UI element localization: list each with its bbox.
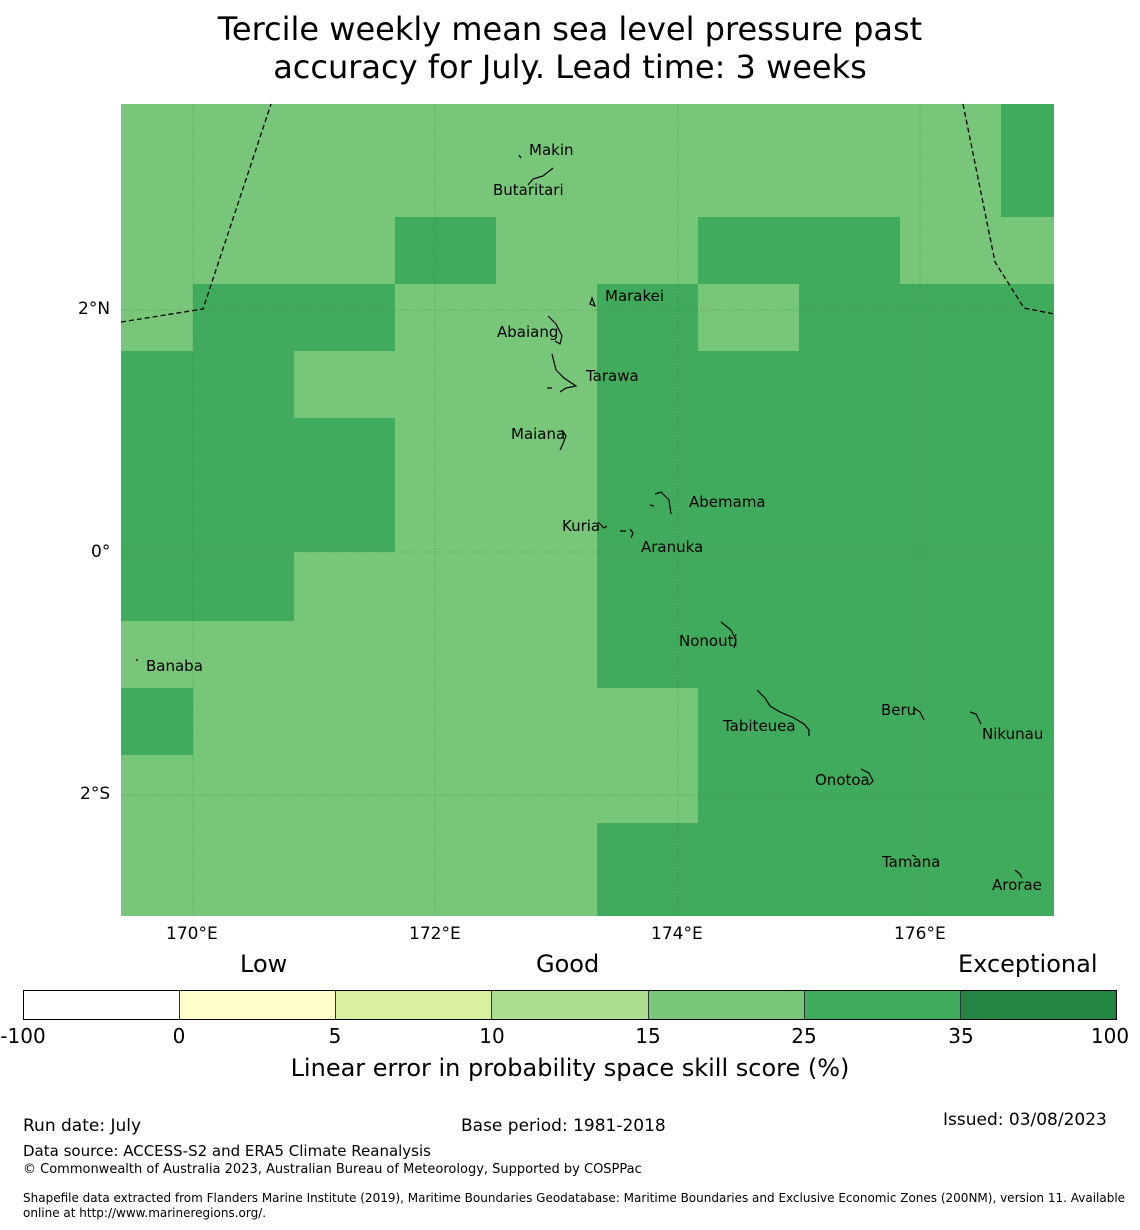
title-line-2: accuracy for July. Lead time: 3 weeks xyxy=(273,48,867,86)
colorbar-segment xyxy=(336,991,493,1019)
island-marakei-shape xyxy=(589,296,597,308)
island-makin-shape xyxy=(518,154,522,159)
colorbar-segment xyxy=(648,991,805,1019)
base-period: Base period: 1981-2018 xyxy=(461,1116,666,1136)
island-tarawa-shape xyxy=(547,353,578,393)
lon-tick-174e: 174°E xyxy=(651,924,703,944)
skill-cell xyxy=(121,351,294,418)
skill-cell xyxy=(597,351,1054,418)
island-label-tarawa: Tarawa xyxy=(585,367,639,385)
island-label-marakei: Marakei xyxy=(605,287,664,305)
island-label-nikunau: Nikunau xyxy=(982,725,1043,743)
island-tamana-shape xyxy=(911,854,917,858)
island-abemama-shape xyxy=(649,491,672,515)
skill-cell xyxy=(597,823,1054,916)
lon-tick-172e: 172°E xyxy=(409,924,461,944)
skill-cell xyxy=(597,418,1054,688)
island-label-abemama: Abemama xyxy=(689,493,766,511)
colorbar-segment xyxy=(492,991,649,1019)
island-label-makin: Makin xyxy=(529,141,574,159)
island-arorae-shape xyxy=(1014,869,1023,879)
colorbar-segment xyxy=(960,991,1116,1019)
copyright: © Commonwealth of Australia 2023, Austra… xyxy=(23,1162,642,1177)
data-source: Data source: ACCESS-S2 and ERA5 Climate … xyxy=(23,1142,431,1160)
colorbar-tick: 5 xyxy=(328,1024,342,1048)
island-nikunau-shape xyxy=(969,711,982,725)
colorbar-tick: 35 xyxy=(948,1024,974,1048)
run-date: Run date: July xyxy=(23,1116,142,1136)
skill-cell xyxy=(395,217,496,284)
map-title: Tercile weekly mean sea level pressure p… xyxy=(0,10,1140,86)
island-label-kuria: Kuria xyxy=(562,517,600,535)
island-label-tamana: Tamana xyxy=(881,853,940,871)
colorbar-tick: 0 xyxy=(172,1024,186,1048)
skill-cell xyxy=(121,552,294,621)
eez-boundaries xyxy=(120,103,1055,323)
colorbar-tick: 15 xyxy=(635,1024,661,1048)
island-outlines xyxy=(136,154,1023,879)
island-kuria-shape xyxy=(597,521,608,529)
issued-date: Issued: 03/08/2023 xyxy=(943,1110,1107,1130)
island-label-beru: Beru xyxy=(881,701,916,719)
island-label-banaba: Banaba xyxy=(146,657,203,675)
island-onotoa-shape xyxy=(860,768,874,786)
graticule xyxy=(121,104,1054,916)
category-exceptional: Exceptional xyxy=(958,950,1098,978)
island-aranuka-shape xyxy=(620,528,634,539)
skill-cell xyxy=(698,217,900,284)
island-butaritari-shape xyxy=(527,167,554,186)
eez-boundary-east xyxy=(962,103,1055,315)
island-label-nonouti: Nonouti xyxy=(679,632,738,650)
lat-tick-0: 0° xyxy=(91,542,111,562)
skill-cell xyxy=(799,284,1054,351)
island-label-onotoa: Onotoa xyxy=(815,771,870,789)
island-label-aranuka: Aranuka xyxy=(641,538,703,556)
island-tabiteuea-shape xyxy=(756,689,810,736)
island-beru-shape xyxy=(913,707,925,721)
island-nonouti-shape xyxy=(720,621,737,649)
lat-tick-2s: 2°S xyxy=(80,784,111,804)
colorbar-segment xyxy=(180,991,337,1019)
shapefile-credit: Shapefile data extracted from Flanders M… xyxy=(23,1191,1126,1220)
skill-cell xyxy=(597,284,698,351)
skill-cell xyxy=(121,688,193,755)
lon-tick-170e: 170°E xyxy=(166,924,218,944)
skill-cell xyxy=(121,418,395,552)
eez-boundary-west xyxy=(120,103,272,323)
category-low: Low xyxy=(240,950,288,978)
lat-tick-2n: 2°N xyxy=(78,299,111,319)
colorbar-tick: 25 xyxy=(791,1024,817,1048)
island-label-arorae: Arorae xyxy=(992,876,1042,894)
skill-cell xyxy=(698,688,1054,823)
lon-tick-176e: 176°E xyxy=(894,924,946,944)
island-label-abaiang: Abaiang xyxy=(497,323,558,341)
colorbar-segment xyxy=(804,991,961,1019)
colorbar-tick: -100 xyxy=(0,1024,46,1048)
island-maiana-shape xyxy=(559,429,567,451)
title-line-1: Tercile weekly mean sea level pressure p… xyxy=(217,10,923,48)
island-label-maiana: Maiana xyxy=(511,425,565,443)
island-label-butaritari: Butaritari xyxy=(493,181,564,199)
skill-cell xyxy=(193,284,395,351)
category-good: Good xyxy=(536,950,600,978)
skill-grid xyxy=(121,104,1054,916)
colorbar-tick: 10 xyxy=(479,1024,505,1048)
colorbar-label: Linear error in probability space skill … xyxy=(290,1054,850,1082)
island-abaiang-shape xyxy=(547,315,563,345)
skill-cell xyxy=(1001,104,1054,217)
skill-map: Makin Butaritari Marakei Abaiang Tarawa … xyxy=(120,103,1055,916)
island-label-tabiteuea: Tabiteuea xyxy=(722,717,796,735)
island-labels: Makin Butaritari Marakei Abaiang Tarawa … xyxy=(146,141,1043,894)
colorbar-segment xyxy=(24,991,181,1019)
colorbar xyxy=(23,990,1117,1020)
colorbar-tick: 100 xyxy=(1090,1024,1130,1048)
